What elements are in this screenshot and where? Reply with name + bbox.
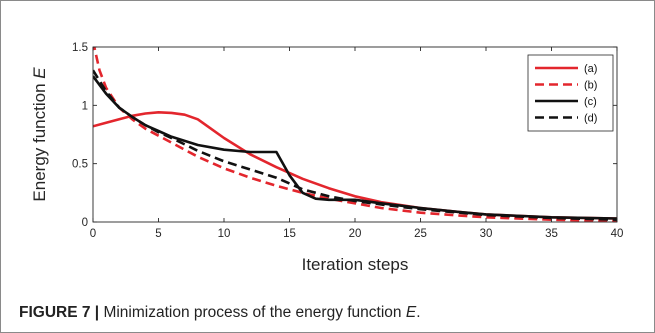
x-tick-label: 5 xyxy=(155,228,161,240)
legend-label-d: (d) xyxy=(584,113,597,125)
y-tick-label: 1.5 xyxy=(72,42,88,54)
x-tick-label: 10 xyxy=(218,228,231,240)
caption-label: FIGURE 7 | xyxy=(19,304,100,321)
x-tick-label: 15 xyxy=(283,228,296,240)
x-tick-label: 30 xyxy=(480,228,493,240)
legend-box xyxy=(527,54,614,132)
caption-variable: E xyxy=(405,304,417,321)
x-tick-label: 25 xyxy=(414,228,427,240)
x-tick-label: 0 xyxy=(90,228,96,240)
caption-end: . xyxy=(416,304,421,321)
figure-caption: FIGURE 7 | Minimization process of the e… xyxy=(19,304,421,322)
y-tick-label: 0 xyxy=(82,217,88,229)
x-tick-label: 20 xyxy=(349,228,362,240)
x-axis-title: Iteration steps xyxy=(302,255,409,274)
legend-label-a: (a) xyxy=(584,63,597,75)
legend-label-c: (c) xyxy=(584,96,597,108)
series-line-d xyxy=(93,69,617,221)
legend: (a) (b) (c) (d) xyxy=(527,54,614,132)
y-axis-title: Energy function E xyxy=(30,67,49,202)
x-tick-label: 35 xyxy=(545,228,558,240)
x-tick-label: 40 xyxy=(611,228,624,240)
caption-text: Minimization process of the energy funct… xyxy=(99,304,406,321)
legend-label-b: (b) xyxy=(584,80,597,92)
y-tick-label: 1 xyxy=(82,100,88,112)
y-tick-label: 0.5 xyxy=(72,159,88,171)
